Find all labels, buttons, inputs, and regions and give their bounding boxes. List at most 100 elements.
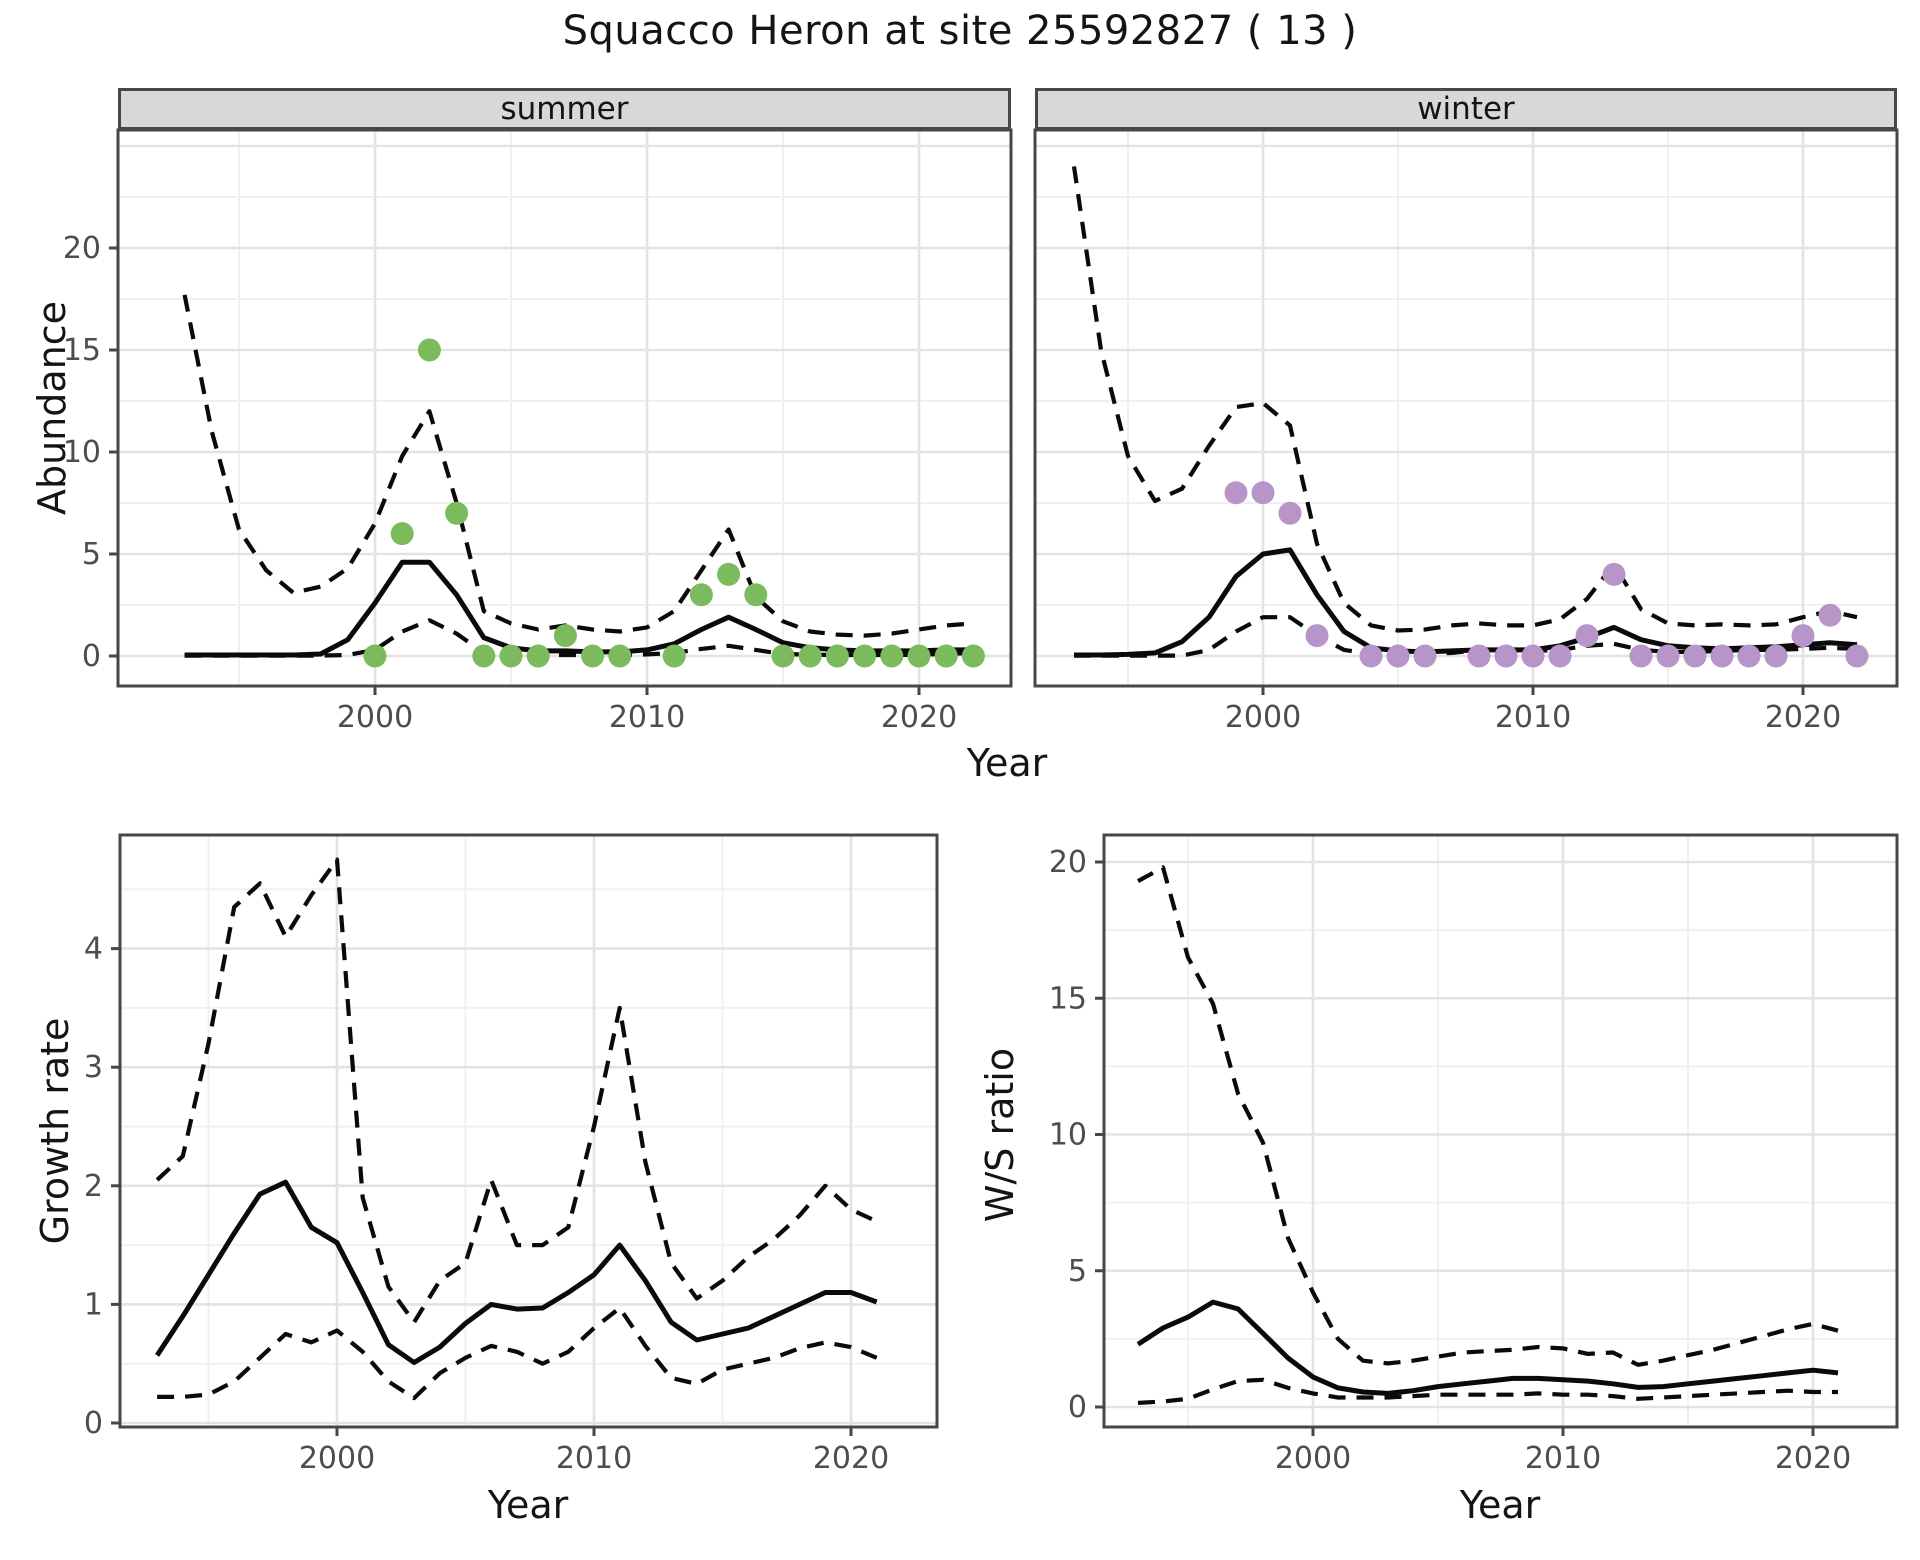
facet-strip-winter: winter (1035, 88, 1897, 130)
data-point-observed-counts (1710, 644, 1734, 668)
x-tick-label: 2010 (1525, 1441, 1601, 1476)
x-tick-label: 2000 (299, 1441, 375, 1476)
data-point-observed-counts (689, 583, 713, 607)
panel-border (1033, 128, 1899, 688)
series-line-upper-ci (1136, 865, 1839, 1367)
data-point-observed-counts (771, 644, 795, 668)
data-point-observed-counts (1413, 644, 1437, 668)
data-point-observed-counts (1764, 644, 1788, 668)
data-point-observed-counts (1683, 644, 1707, 668)
data-point-observed-counts (1494, 644, 1518, 668)
data-point-observed-counts (1791, 624, 1815, 648)
y-tick-label: 10 (1049, 1118, 1087, 1153)
data-point-observed-counts (1575, 624, 1599, 648)
data-point-observed-counts (1521, 644, 1545, 668)
x-axis-title-year-growth: Year (487, 1483, 569, 1527)
x-tick-label: 2000 (337, 700, 413, 735)
y-tick-label: 2 (84, 1169, 103, 1204)
data-point-observed-counts (445, 501, 469, 525)
panel-content (1035, 130, 1897, 686)
data-point-observed-counts (1737, 644, 1761, 668)
data-point-observed-counts (853, 644, 877, 668)
panel-content (120, 835, 937, 1427)
data-point-observed-counts (934, 644, 958, 668)
data-point-observed-counts (1845, 644, 1869, 668)
y-axis-title-abundance: Abundance (30, 300, 74, 516)
data-point-observed-counts (798, 644, 822, 668)
series-line-median (1136, 1299, 1839, 1396)
data-point-observed-counts (363, 644, 387, 668)
x-tick-label: 2020 (1775, 1441, 1851, 1476)
data-point-observed-counts (526, 644, 550, 668)
x-axis-title-year-top: Year (966, 741, 1048, 785)
data-point-observed-counts (581, 644, 605, 668)
data-point-observed-counts (1818, 603, 1842, 627)
x-tick-label: 2010 (1495, 700, 1571, 735)
panel-content (1104, 835, 1897, 1427)
series-line-lower-ci (157, 1305, 878, 1401)
data-point-observed-counts (717, 562, 741, 586)
data-point-observed-counts (744, 583, 768, 607)
y-tick-label: 20 (63, 231, 101, 266)
y-tick-label: 4 (84, 932, 103, 967)
data-point-observed-counts (553, 624, 577, 648)
x-axis-title-year-ws: Year (1459, 1483, 1541, 1527)
data-point-observed-counts (1224, 481, 1248, 505)
facet-label-winter: winter (1417, 91, 1515, 127)
y-tick-label: 5 (1068, 1254, 1087, 1289)
x-tick-label: 2000 (1225, 700, 1301, 735)
y-tick-label: 0 (82, 639, 101, 674)
data-point-observed-counts (1467, 644, 1491, 668)
x-tick-label: 2010 (556, 1441, 632, 1476)
y-tick-label: 20 (1049, 845, 1087, 880)
x-tick-label: 2020 (1765, 700, 1841, 735)
panel-border (1102, 833, 1899, 1429)
x-tick-label: 2020 (881, 700, 957, 735)
y-tick-label: 0 (1068, 1390, 1087, 1425)
panel-background (120, 835, 937, 1427)
y-axis-title-ws-ratio: W/S ratio (978, 1047, 1022, 1223)
panel-background (118, 130, 1011, 686)
x-tick-label: 2020 (813, 1441, 889, 1476)
data-point-observed-counts (472, 644, 496, 668)
data-point-observed-counts (961, 644, 985, 668)
y-tick-label: 3 (84, 1050, 103, 1085)
data-point-observed-counts (825, 644, 849, 668)
y-tick-label: 5 (82, 537, 101, 572)
data-point-observed-counts (1629, 644, 1653, 668)
data-point-observed-counts (390, 522, 414, 546)
y-tick-label: 15 (63, 333, 101, 368)
data-point-observed-counts (1548, 644, 1572, 668)
series-line-upper-ci (182, 294, 974, 638)
panel-border (116, 128, 1013, 688)
y-axis-title-growth-rate: Growth rate (33, 1017, 77, 1245)
panel-background (1104, 835, 1897, 1427)
panel-background (1035, 130, 1897, 686)
panel-border (118, 833, 939, 1429)
data-point-observed-counts (1278, 501, 1302, 525)
y-tick-label: 1 (84, 1287, 103, 1322)
data-point-observed-counts (608, 644, 632, 668)
panel-abundance_winter: 2000 2010 2020 (1033, 128, 1899, 735)
data-point-observed-counts (499, 644, 523, 668)
y-tick-label: 0 (84, 1406, 103, 1441)
panel-abundance_summer: 2000 2010 2020 0 5 10 15 20 (63, 128, 1013, 735)
y-tick-label: 15 (1049, 981, 1087, 1016)
data-point-observed-counts (1305, 624, 1329, 648)
x-tick-label: 2000 (1275, 1441, 1351, 1476)
data-point-observed-counts (1602, 562, 1626, 586)
panel-growth_rate: 2000 2010 2020 0 1 2 3 4 (84, 833, 939, 1476)
series-line-upper-ci (1071, 166, 1858, 633)
plot-title: Squacco Heron at site 25592827 ( 13 ) (562, 8, 1358, 54)
panel-content (118, 130, 1011, 686)
series-line-lower-ci (1137, 1377, 1838, 1405)
facet-label-summer: summer (500, 91, 629, 127)
facet-strip-summer: summer (118, 88, 1011, 130)
data-point-observed-counts (1386, 644, 1410, 668)
data-point-observed-counts (417, 338, 441, 362)
data-point-observed-counts (1251, 481, 1275, 505)
data-point-observed-counts (662, 644, 686, 668)
series-line-median (155, 1179, 878, 1365)
